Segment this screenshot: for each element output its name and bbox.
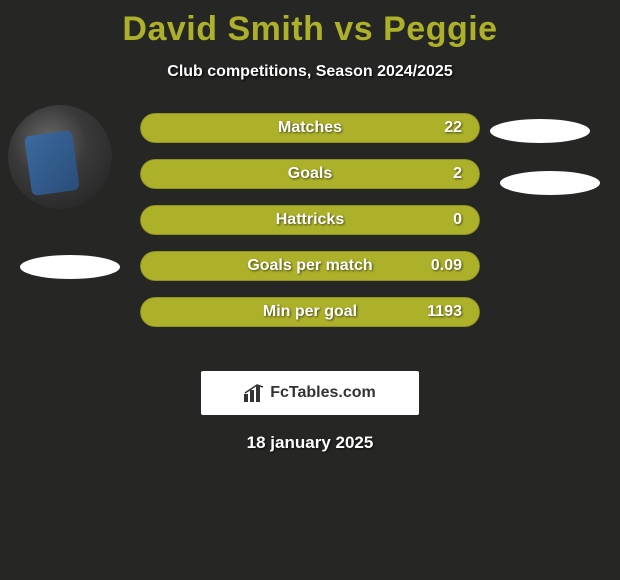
stat-bar: Min per goal 1193 [140,297,480,327]
stat-value: 0.09 [431,251,462,281]
bar-chart-icon [244,384,264,402]
comparison-panel: Matches 22 Goals 2 Hattricks 0 Goals per… [0,113,620,353]
player-left-avatar [8,105,112,209]
stat-label: Matches [140,113,480,143]
stat-value: 2 [453,159,462,189]
stat-label: Hattricks [140,205,480,235]
brand-text: FcTables.com [270,384,376,402]
stat-bar: Hattricks 0 [140,205,480,235]
stat-value: 22 [444,113,462,143]
stat-label: Goals [140,159,480,189]
stat-bar: Goals per match 0.09 [140,251,480,281]
right-placeholder-oval-2 [500,171,600,195]
stat-bar: Goals 2 [140,159,480,189]
footer-date: 18 january 2025 [0,433,620,453]
stat-bars: Matches 22 Goals 2 Hattricks 0 Goals per… [140,113,480,343]
stat-value: 1193 [427,297,462,327]
brand-badge: FcTables.com [201,371,419,415]
stat-value: 0 [453,205,462,235]
vs-separator: vs [324,10,383,48]
player-left-name: David Smith [122,10,324,48]
right-placeholder-oval-1 [490,119,590,143]
left-placeholder-oval [20,255,120,279]
subtitle: Club competitions, Season 2024/2025 [0,63,620,81]
stat-bar: Matches 22 [140,113,480,143]
stat-label: Goals per match [140,251,480,281]
player-right-name: Peggie [383,10,497,48]
page-title: David Smith vs Peggie [0,0,620,49]
